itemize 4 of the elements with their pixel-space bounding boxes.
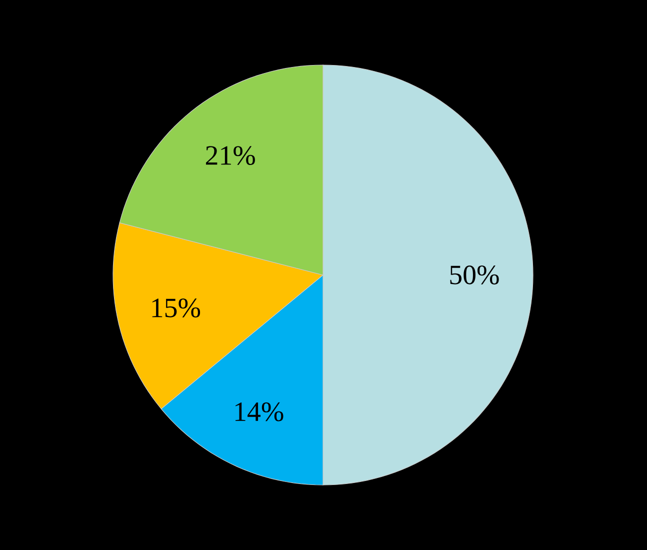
data-label: 14% xyxy=(236,402,284,422)
data-label: 21% xyxy=(206,146,255,165)
data-label: 15% xyxy=(152,298,200,318)
data-label: 50% xyxy=(450,266,499,284)
